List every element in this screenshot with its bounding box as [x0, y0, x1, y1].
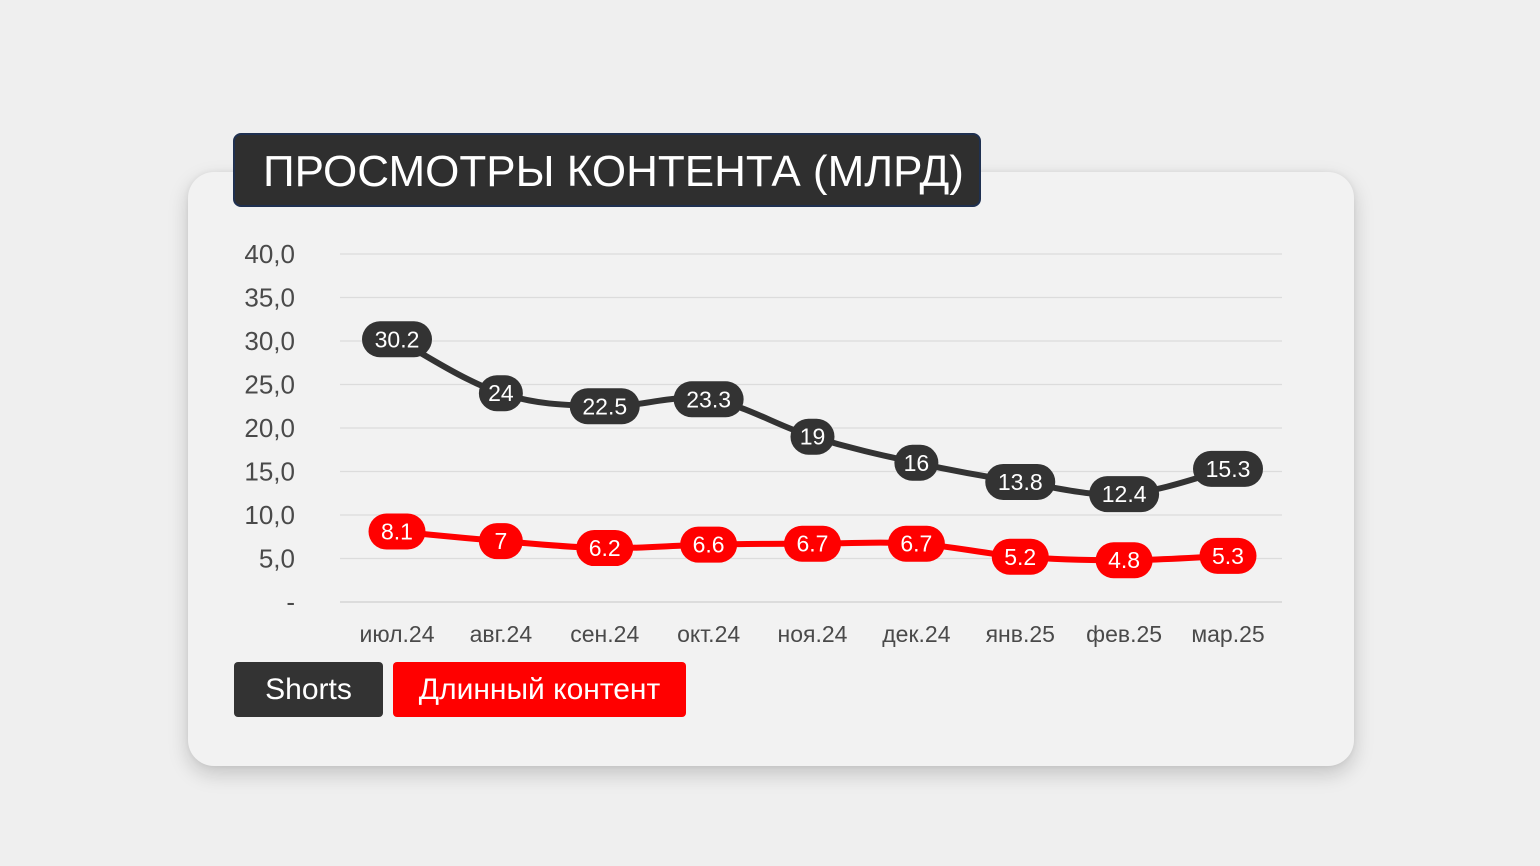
data-point: 5.2	[991, 538, 1049, 575]
data-label: 23.3	[686, 386, 731, 412]
data-label: 6.7	[797, 531, 829, 557]
data-point: 7	[478, 523, 523, 560]
data-label: 6.2	[589, 535, 621, 561]
data-marker	[1199, 537, 1257, 574]
legend-shorts: Shorts	[234, 662, 383, 717]
data-marker	[576, 530, 634, 567]
data-label: 12.4	[1102, 481, 1147, 507]
x-tick-label: сен.24	[570, 621, 639, 647]
data-marker	[991, 538, 1049, 575]
x-tick-label: авг.24	[470, 621, 533, 647]
data-marker	[985, 463, 1056, 500]
data-marker	[478, 523, 523, 560]
data-label: 6.6	[693, 532, 725, 558]
data-label: 22.5	[582, 393, 627, 419]
data-point: 4.8	[1095, 542, 1153, 579]
y-tick-label: 40,0	[244, 239, 295, 269]
data-point: 8.1	[368, 513, 426, 550]
data-marker	[362, 321, 432, 358]
legend-long-content: Длинный контент	[393, 662, 686, 717]
data-point: 5.3	[1199, 537, 1257, 574]
y-tick-label: 35,0	[244, 283, 295, 313]
x-tick-label: июл.24	[360, 621, 435, 647]
data-point: 12.4	[1089, 476, 1160, 513]
data-marker	[887, 525, 945, 562]
y-tick-label: 25,0	[244, 370, 295, 400]
data-point: 15.3	[1193, 450, 1263, 487]
data-marker	[569, 388, 640, 425]
y-tick-label: -	[286, 587, 295, 617]
data-point: 6.6	[680, 526, 738, 563]
y-tick-label: 20,0	[244, 413, 295, 443]
data-point: 6.7	[887, 525, 945, 562]
data-point: 13.8	[985, 463, 1056, 500]
x-tick-label: фев.25	[1086, 621, 1162, 647]
data-point: 23.3	[673, 381, 744, 418]
data-label: 30.2	[375, 326, 420, 352]
data-label: 15.3	[1206, 456, 1251, 482]
y-tick-label: 30,0	[244, 326, 295, 356]
data-label: 7	[494, 528, 507, 554]
data-label: 5.3	[1212, 543, 1244, 569]
chart-title: ПРОСМОТРЫ КОНТЕНТА (МЛРД)	[233, 133, 981, 207]
x-tick-label: дек.24	[882, 621, 950, 647]
data-marker	[894, 444, 939, 481]
data-label: 8.1	[381, 519, 413, 545]
data-label: 19	[800, 424, 826, 450]
data-marker	[368, 513, 426, 550]
data-label: 16	[904, 450, 930, 476]
y-tick-label: 15,0	[244, 457, 295, 487]
data-label: 4.8	[1108, 547, 1140, 573]
data-point: 6.2	[576, 530, 634, 567]
y-tick-label: 10,0	[244, 500, 295, 530]
data-marker	[1193, 450, 1263, 487]
data-marker	[790, 418, 835, 455]
y-tick-label: 5,0	[259, 544, 295, 574]
data-marker	[1095, 542, 1153, 579]
data-marker	[478, 375, 523, 412]
data-label: 5.2	[1004, 544, 1036, 570]
data-point: 24	[478, 375, 523, 412]
x-tick-label: окт.24	[677, 621, 740, 647]
data-marker	[1089, 476, 1160, 513]
data-label: 13.8	[998, 469, 1043, 495]
data-point: 6.7	[784, 525, 841, 562]
data-point: 30.2	[362, 321, 432, 358]
data-point: 22.5	[569, 388, 640, 425]
data-label: 6.7	[900, 531, 932, 557]
data-label: 24	[488, 380, 514, 406]
x-tick-label: мар.25	[1191, 621, 1264, 647]
x-tick-label: янв.25	[986, 621, 1055, 647]
data-marker	[673, 381, 744, 418]
data-point: 16	[894, 444, 939, 481]
data-marker	[784, 525, 841, 562]
data-point: 19	[790, 418, 835, 455]
data-marker	[680, 526, 738, 563]
x-tick-label: ноя.24	[778, 621, 848, 647]
